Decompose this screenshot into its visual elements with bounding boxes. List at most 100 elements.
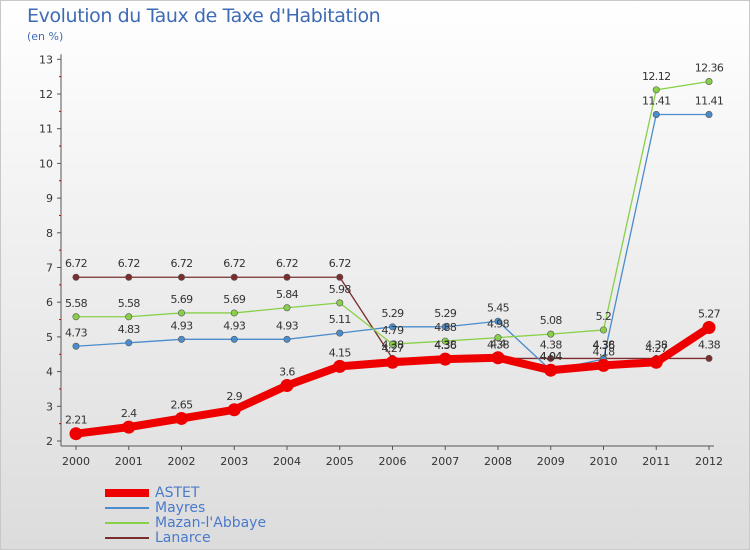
- legend-swatch: [105, 488, 149, 497]
- data-label: 5.69: [170, 293, 193, 306]
- data-label: 5.08: [540, 314, 563, 327]
- data-point: [230, 273, 238, 281]
- y-tick-label: 4: [46, 366, 53, 379]
- data-label: 5.45: [487, 301, 510, 314]
- data-label: 5.11: [329, 313, 351, 326]
- data-point: [441, 337, 449, 345]
- data-point: [230, 309, 238, 317]
- data-point: [441, 323, 449, 331]
- data-point: [705, 110, 713, 118]
- data-point: [494, 317, 502, 325]
- y-tick-label: 11: [39, 123, 53, 136]
- data-point: [652, 86, 660, 94]
- data-label: 5.84: [276, 288, 299, 301]
- y-tick-label: 2: [46, 435, 53, 448]
- data-label: 4.38: [487, 338, 510, 351]
- data-point: [386, 355, 399, 369]
- x-tick-label: 2008: [484, 455, 512, 468]
- y-tick-label: 12: [39, 88, 53, 101]
- data-label: 4.36: [434, 339, 457, 352]
- x-tick-label: 2001: [115, 455, 143, 468]
- data-point: [336, 299, 344, 307]
- data-label: 12.36: [695, 62, 724, 75]
- data-point: [438, 352, 452, 366]
- data-label: 5.29: [381, 307, 404, 320]
- legend-label: Lanarce: [155, 529, 211, 546]
- data-point: [283, 335, 291, 343]
- data-point: [125, 313, 133, 321]
- data-label: 4.27: [645, 342, 668, 355]
- data-point: [649, 355, 663, 369]
- data-label: 5.98: [329, 283, 352, 296]
- data-label: 4.98: [487, 318, 510, 331]
- data-label: 2.4: [121, 407, 137, 420]
- data-label: 4.83: [118, 323, 141, 336]
- data-point: [705, 78, 713, 86]
- legend-item: ASTET: [105, 484, 266, 501]
- data-point: [336, 329, 344, 337]
- x-tick-label: 2007: [431, 455, 459, 468]
- chart-subtitle: (en %): [27, 30, 64, 43]
- data-label: 4.38: [434, 338, 457, 351]
- data-point: [227, 403, 241, 417]
- x-tick-label: 2010: [590, 455, 618, 468]
- data-point: [333, 359, 347, 373]
- data-label: 4.04: [540, 350, 563, 363]
- x-tick-label: 2006: [379, 455, 407, 468]
- x-tick-label: 2011: [642, 455, 670, 468]
- y-tick-label: 13: [39, 53, 53, 66]
- data-label: 6.72: [65, 257, 87, 270]
- data-point: [705, 354, 713, 362]
- data-label: 4.38: [381, 338, 404, 351]
- data-point: [178, 273, 186, 281]
- chart-legend: ASTET Mayres Mazan-l'Abbaye Lanarce: [105, 484, 267, 546]
- data-label: 6.72: [223, 257, 245, 270]
- data-point: [494, 334, 502, 342]
- legend-item: Mazan-l'Abbaye: [105, 514, 267, 531]
- x-tick-label: 2009: [537, 455, 565, 468]
- data-point: [125, 339, 133, 347]
- data-point: [599, 326, 607, 334]
- data-point: [388, 323, 396, 331]
- data-label: 4.38: [540, 338, 563, 351]
- data-label: 11.41: [695, 94, 724, 107]
- data-point: [72, 313, 80, 321]
- legend-swatch: [105, 536, 149, 539]
- legend-swatch: [105, 506, 149, 509]
- data-point: [547, 354, 555, 362]
- y-tick-label: 9: [46, 192, 53, 205]
- legend-label: Mayres: [155, 499, 206, 516]
- data-point: [69, 427, 83, 441]
- y-tick-label: 10: [39, 157, 53, 170]
- data-point: [178, 309, 186, 317]
- data-label: 4.93: [170, 319, 193, 332]
- data-point: [178, 335, 186, 343]
- data-label: 11.41: [642, 94, 671, 107]
- data-label: 4.27: [381, 342, 404, 355]
- data-label: 6.72: [276, 257, 298, 270]
- data-label: 4.38: [592, 338, 615, 351]
- data-label: 5.58: [65, 297, 88, 310]
- data-label: 4.88: [434, 321, 457, 334]
- x-tick-label: 2002: [168, 455, 196, 468]
- data-point: [283, 273, 291, 281]
- y-tick-label: 3: [46, 400, 53, 413]
- data-label: 4.4: [490, 338, 506, 351]
- data-label: 5.2: [596, 310, 612, 323]
- legend-swatch: [105, 521, 149, 524]
- data-point: [283, 304, 291, 312]
- legend-label: ASTET: [155, 484, 200, 501]
- data-point: [491, 351, 505, 365]
- data-point: [122, 420, 136, 434]
- data-label: 6.72: [170, 257, 192, 270]
- data-point: [336, 273, 344, 281]
- data-label: 6.72: [329, 257, 351, 270]
- legend-label: Mazan-l'Abbaye: [155, 514, 267, 531]
- data-label: 5.29: [434, 307, 457, 320]
- data-point: [652, 110, 660, 118]
- data-label: 2.21: [65, 414, 87, 427]
- legend-item: Lanarce: [105, 529, 266, 546]
- data-label: 5.58: [118, 297, 141, 310]
